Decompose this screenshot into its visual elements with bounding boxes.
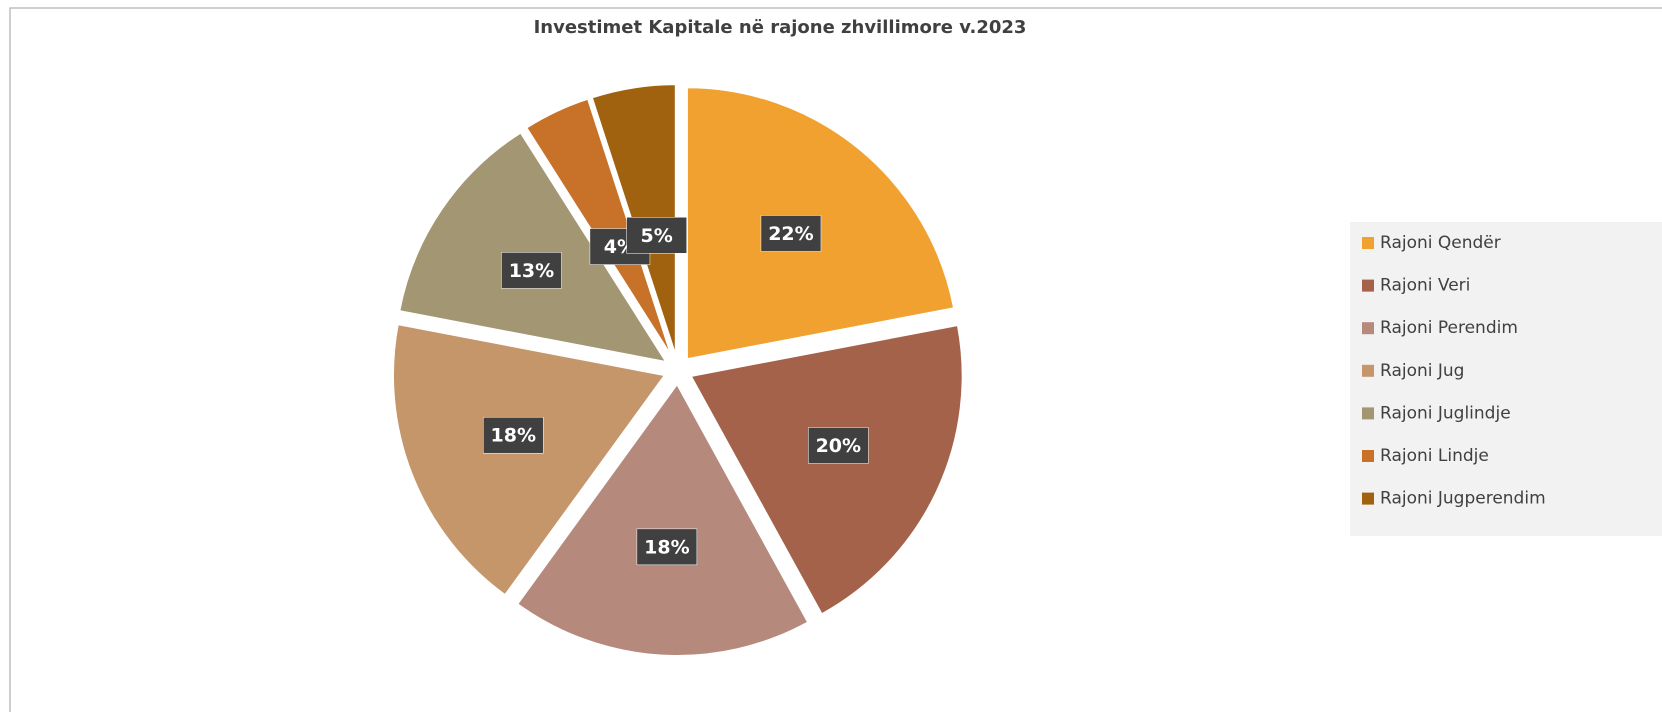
legend-swatch bbox=[1362, 492, 1374, 505]
data-label: 18% bbox=[491, 425, 536, 447]
legend-swatch bbox=[1362, 237, 1374, 249]
legend-swatch bbox=[1362, 450, 1374, 462]
pie-slice bbox=[398, 131, 669, 364]
legend-swatch bbox=[1362, 364, 1374, 377]
data-label-box bbox=[501, 252, 562, 289]
legend-swatch bbox=[1362, 322, 1374, 335]
data-label-box bbox=[636, 528, 698, 566]
data-label: 5% bbox=[641, 225, 673, 247]
pie-slice bbox=[689, 323, 964, 616]
legend-label: Rajoni Lindje bbox=[1380, 446, 1489, 466]
pie-slice bbox=[515, 382, 810, 657]
data-label-box bbox=[626, 217, 687, 254]
legend-label: Rajoni Qendër bbox=[1380, 233, 1501, 253]
pie-slice bbox=[524, 97, 673, 358]
legend-label: Rajoni Jugperendim bbox=[1380, 489, 1546, 509]
chart-title: Investimet Kapitale në rajone zhvillimor… bbox=[534, 17, 1027, 38]
data-label: 13% bbox=[509, 260, 554, 282]
legend-label: Rajoni Jug bbox=[1380, 361, 1464, 381]
data-label: 18% bbox=[644, 536, 689, 558]
data-label: 20% bbox=[816, 435, 861, 457]
legend-label: Rajoni Perendim bbox=[1380, 318, 1518, 338]
data-label: 22% bbox=[768, 223, 813, 245]
data-label-box bbox=[760, 215, 822, 252]
legend-label: Rajoni Juglindje bbox=[1380, 403, 1511, 423]
legend-swatch bbox=[1362, 407, 1374, 420]
legend-swatch bbox=[1362, 279, 1374, 292]
legend-box bbox=[1350, 222, 1662, 536]
data-label-box bbox=[482, 416, 544, 454]
data-label-box bbox=[808, 427, 869, 464]
legend-label: Rajoni Veri bbox=[1380, 276, 1470, 296]
pie-slice bbox=[391, 323, 667, 597]
